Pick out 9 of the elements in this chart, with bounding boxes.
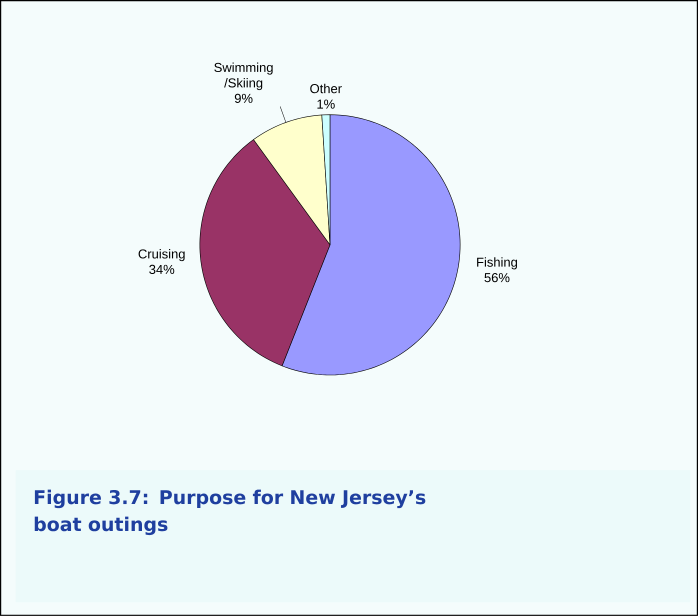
slice-label: Other [310, 84, 342, 94]
slice-label: Fishing [477, 257, 518, 270]
data-label: 1% [317, 100, 335, 109]
data-label: 56% [484, 273, 510, 282]
data-label: 9% [234, 94, 253, 104]
slice-label: Swimming /Skiing [214, 62, 273, 90]
data-label: 34% [149, 264, 174, 274]
text: Figure 3.7: Purpose for New Jersey’s boat outings [34, 490, 426, 536]
slice-label: Cruising [138, 249, 185, 262]
